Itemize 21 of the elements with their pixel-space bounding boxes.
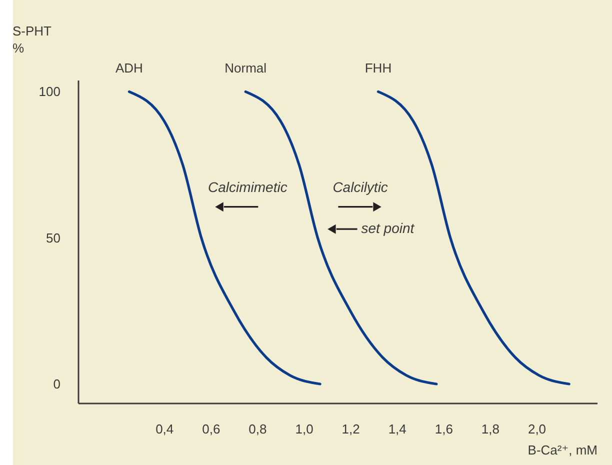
annotation: set point (361, 220, 416, 236)
series-label: Normal (224, 60, 267, 76)
x-tick-label: 1,4 (388, 422, 406, 436)
x-tick-label: 1,6 (434, 422, 453, 436)
x-tick-label: 0,6 (202, 422, 220, 436)
y-tick-label: 0 (53, 376, 60, 392)
series-label: ADH (115, 60, 143, 76)
x-tick-label: 1,0 (295, 422, 314, 436)
x-tick-label: 0,4 (156, 422, 174, 436)
series-label: FHH (364, 60, 392, 76)
x-tick-label: 1,2 (342, 422, 360, 436)
line-series (128, 90, 322, 386)
x-tick-label: 1,8 (481, 422, 500, 436)
annotation: Calcilytic (332, 179, 388, 196)
y-tick-label: 50 (46, 230, 60, 246)
x-tick-label: 2,0 (528, 422, 546, 436)
x-tick-label: 0,8 (248, 422, 267, 436)
annotation: Calcimimetic (208, 179, 288, 196)
y-tick-label: 100 (38, 84, 60, 100)
y-axis-title: S-PHT % (12, 24, 52, 56)
x-axis-title: B-Ca²⁺, mM (528, 442, 598, 458)
